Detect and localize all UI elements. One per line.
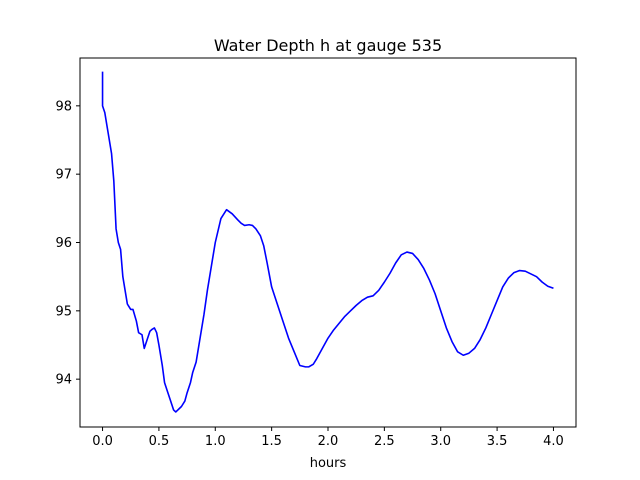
plot-area	[79, 57, 577, 428]
x-tick-label: 4.0	[543, 434, 564, 449]
x-tick-label: 0.0	[92, 434, 113, 449]
x-tick-label: 2.5	[374, 434, 395, 449]
y-tick-label: 96	[55, 236, 72, 251]
x-tick-label: 1.0	[205, 434, 226, 449]
y-tick-label: 98	[55, 99, 72, 114]
series-layer	[101, 71, 554, 413]
x-tick-label: 3.0	[430, 434, 451, 449]
x-tick-label: 1.5	[261, 434, 282, 449]
x-tick-label: 3.5	[487, 434, 508, 449]
x-axis: 0.0 0.5 1.0 1.5 2.0 2.5 3.0 3.5 4.0	[92, 427, 564, 449]
y-tick-label: 95	[55, 304, 72, 319]
y-axis: 94 95 96 97 98	[55, 99, 80, 388]
plot-frame	[79, 57, 577, 428]
x-tick-label: 2.0	[318, 434, 339, 449]
y-tick-label: 97	[55, 168, 72, 183]
x-axis-title: hours	[310, 456, 347, 471]
y-tick-label: 94	[55, 373, 72, 388]
chart-title: Water Depth h at gauge 535	[214, 36, 442, 55]
x-tick-label: 0.5	[149, 434, 170, 449]
series-line	[101, 71, 554, 413]
